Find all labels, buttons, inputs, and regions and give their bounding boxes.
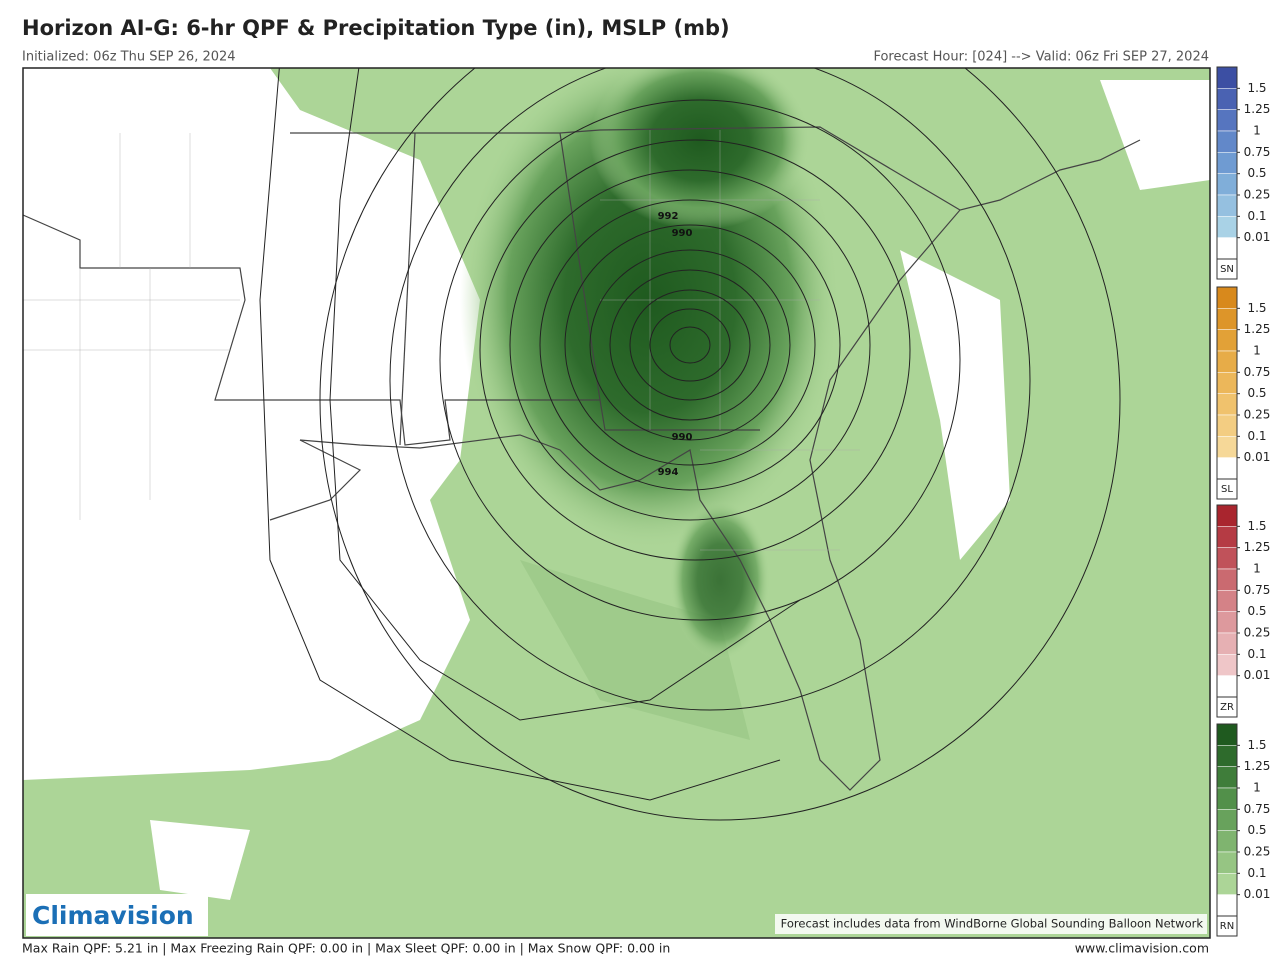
init-time: Initialized: 06z Thu SEP 26, 2024 [22, 50, 236, 65]
color-cell [1216, 308, 1238, 330]
color-cell [1216, 393, 1238, 416]
color-cell [1216, 329, 1238, 352]
color-cell [1216, 414, 1238, 437]
color-cell [1216, 787, 1238, 810]
color-cell [1216, 723, 1238, 746]
colorbar-tick-label: 1.25 [1244, 759, 1271, 773]
colorbar-tick-label: 1.5 [1247, 301, 1266, 315]
map [23, 68, 1210, 938]
colorbar-code: SN [1220, 264, 1234, 275]
colorbar-tick-label: 0.75 [1244, 365, 1271, 379]
colorbar-tick-label: 0.01 [1244, 450, 1271, 464]
credit-bg [775, 914, 1207, 934]
colorbar-frame [1216, 286, 1238, 500]
logo-bg [26, 894, 208, 936]
colorbar-tick-label: 0.1 [1247, 647, 1266, 661]
colorbar-code: RN [1220, 921, 1234, 932]
colorbar-tick-label: 0.25 [1244, 626, 1271, 640]
colorbar-frame [1216, 66, 1238, 280]
colorbar-tick-label: 1 [1253, 562, 1261, 576]
colorbar-tick-label: 1 [1253, 781, 1261, 795]
color-cell [1216, 350, 1238, 373]
color-cell [1216, 830, 1238, 853]
color-cell [1216, 372, 1238, 394]
color-cell [1216, 611, 1238, 634]
colorbar-tick-label: 1.5 [1247, 519, 1266, 533]
color-cell [1216, 894, 1238, 917]
title: Horizon AI-G: 6-hr QPF & Precipitation T… [22, 16, 730, 40]
footer-url: www.climavision.com [1075, 941, 1209, 956]
colorbar-tick-label: 1.25 [1244, 102, 1271, 116]
colorbar-tick-label: 0.1 [1247, 866, 1266, 880]
footer-stats: Max Rain QPF: 5.21 in | Max Freezing Rai… [22, 941, 670, 956]
color-cell [1216, 237, 1238, 260]
isobar-label: 992 [658, 211, 679, 222]
map-frame [22, 67, 1211, 939]
color-cell [1216, 745, 1238, 767]
colorbar-code: SL [1221, 484, 1233, 495]
color-cell [1216, 130, 1238, 153]
color-cell [1216, 873, 1238, 895]
colorbar-tick-label: 1.25 [1244, 322, 1271, 336]
isobar-label: 994 [658, 467, 679, 478]
color-cell [1216, 590, 1238, 612]
color-cell [1216, 504, 1238, 527]
colorbar-tick-label: 0.25 [1244, 408, 1271, 422]
color-cell [1216, 675, 1238, 698]
colorbar-tick-label: 1 [1253, 124, 1261, 138]
colorbar-tick-label: 0.1 [1247, 209, 1266, 223]
colorbar-tick-label: 0.25 [1244, 845, 1271, 859]
colorbar-tick-label: 0.01 [1244, 887, 1271, 901]
color-cell [1216, 851, 1238, 874]
colorbar-tick-label: 1 [1253, 344, 1261, 358]
credit: Forecast includes data from WindBorne Gl… [781, 917, 1204, 931]
color-cell [1216, 809, 1238, 831]
color-cell [1216, 547, 1238, 570]
valid-time: Forecast Hour: [024] --> Valid: 06z Fri … [873, 50, 1209, 65]
colorbar-tick-label: 0.25 [1244, 188, 1271, 202]
colorbar-code: ZR [1220, 702, 1234, 713]
colorbar-tick-label: 0.01 [1244, 230, 1271, 244]
color-cell [1216, 436, 1238, 458]
colorbar-tick-label: 1.25 [1244, 540, 1271, 554]
logo: Climavision [32, 901, 194, 930]
colorbar-tick-label: 0.5 [1247, 386, 1266, 400]
color-cell [1216, 173, 1238, 196]
color-cell [1216, 109, 1238, 132]
colorbar-tick-label: 1.5 [1247, 81, 1266, 95]
color-cell [1216, 654, 1238, 676]
color-cell [1216, 632, 1238, 655]
colorbar-tick-label: 0.75 [1244, 145, 1271, 159]
colorbar-tick-label: 0.75 [1244, 583, 1271, 597]
color-cell [1216, 568, 1238, 591]
colorbar-tick-label: 0.1 [1247, 429, 1266, 443]
color-cell [1216, 216, 1238, 238]
colorbar-tick-label: 0.5 [1247, 166, 1266, 180]
colorbar-tick-label: 0.5 [1247, 604, 1266, 618]
colorbar-tick-label: 0.01 [1244, 668, 1271, 682]
colorbar-tick-label: 0.5 [1247, 823, 1266, 837]
colorbar-frame [1216, 504, 1238, 718]
color-cell [1216, 766, 1238, 789]
isobar-label: 990 [672, 228, 693, 239]
color-cell [1216, 194, 1238, 217]
colorbar-frame [1216, 723, 1238, 937]
color-cell [1216, 457, 1238, 480]
color-cell [1216, 526, 1238, 548]
isobar-label: 990 [672, 432, 693, 443]
color-cell [1216, 286, 1238, 309]
color-cell [1216, 152, 1238, 174]
color-cell [1216, 66, 1238, 89]
colorbar-tick-label: 0.75 [1244, 802, 1271, 816]
colorbar-tick-label: 1.5 [1247, 738, 1266, 752]
color-cell [1216, 88, 1238, 110]
